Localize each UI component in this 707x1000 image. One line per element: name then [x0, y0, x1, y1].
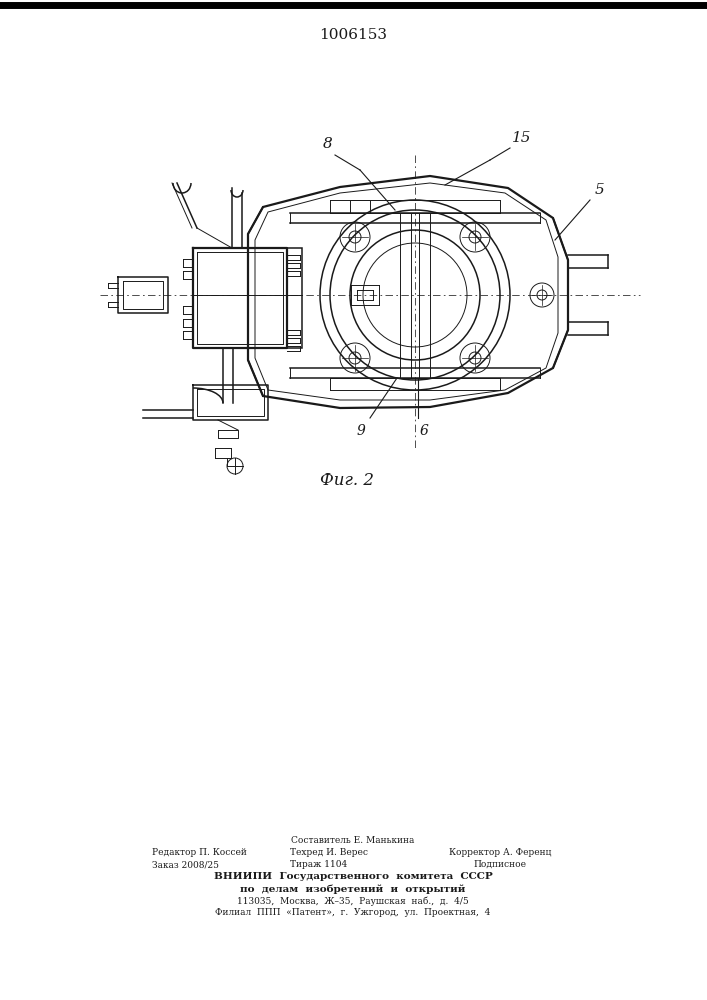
Text: ВНИИПИ  Государственного  комитета  СССР: ВНИИПИ Государственного комитета СССР	[214, 872, 492, 881]
Text: по  делам  изобретений  и  открытий: по делам изобретений и открытий	[240, 884, 466, 894]
Text: Подписное: Подписное	[474, 860, 527, 869]
Text: Корректор А. Ференц: Корректор А. Ференц	[449, 848, 551, 857]
Text: 8: 8	[323, 137, 333, 151]
Text: 113035,  Москва,  Ж–35,  Раушская  наб.,  д.  4/5: 113035, Москва, Ж–35, Раушская наб., д. …	[237, 896, 469, 906]
Text: Редактор П. Коссей: Редактор П. Коссей	[152, 848, 247, 857]
Bar	[287, 248, 302, 348]
Text: 1006153: 1006153	[319, 28, 387, 42]
Text: Техред И. Верес: Техред И. Верес	[290, 848, 368, 857]
Text: Фиг. 2: Фиг. 2	[320, 472, 374, 489]
Text: 5: 5	[595, 183, 604, 197]
Text: 9: 9	[356, 424, 365, 438]
Text: 15: 15	[512, 131, 532, 145]
Text: Составитель Е. Манькина: Составитель Е. Манькина	[291, 836, 415, 845]
Text: Тираж 1104: Тираж 1104	[290, 860, 347, 869]
Text: 6: 6	[420, 424, 429, 438]
Text: Заказ 2008/25: Заказ 2008/25	[152, 860, 219, 869]
Text: Филиал  ППП  «Патент»,  г.  Ужгород,  ул.  Проектная,  4: Филиал ППП «Патент», г. Ужгород, ул. Про…	[216, 908, 491, 917]
